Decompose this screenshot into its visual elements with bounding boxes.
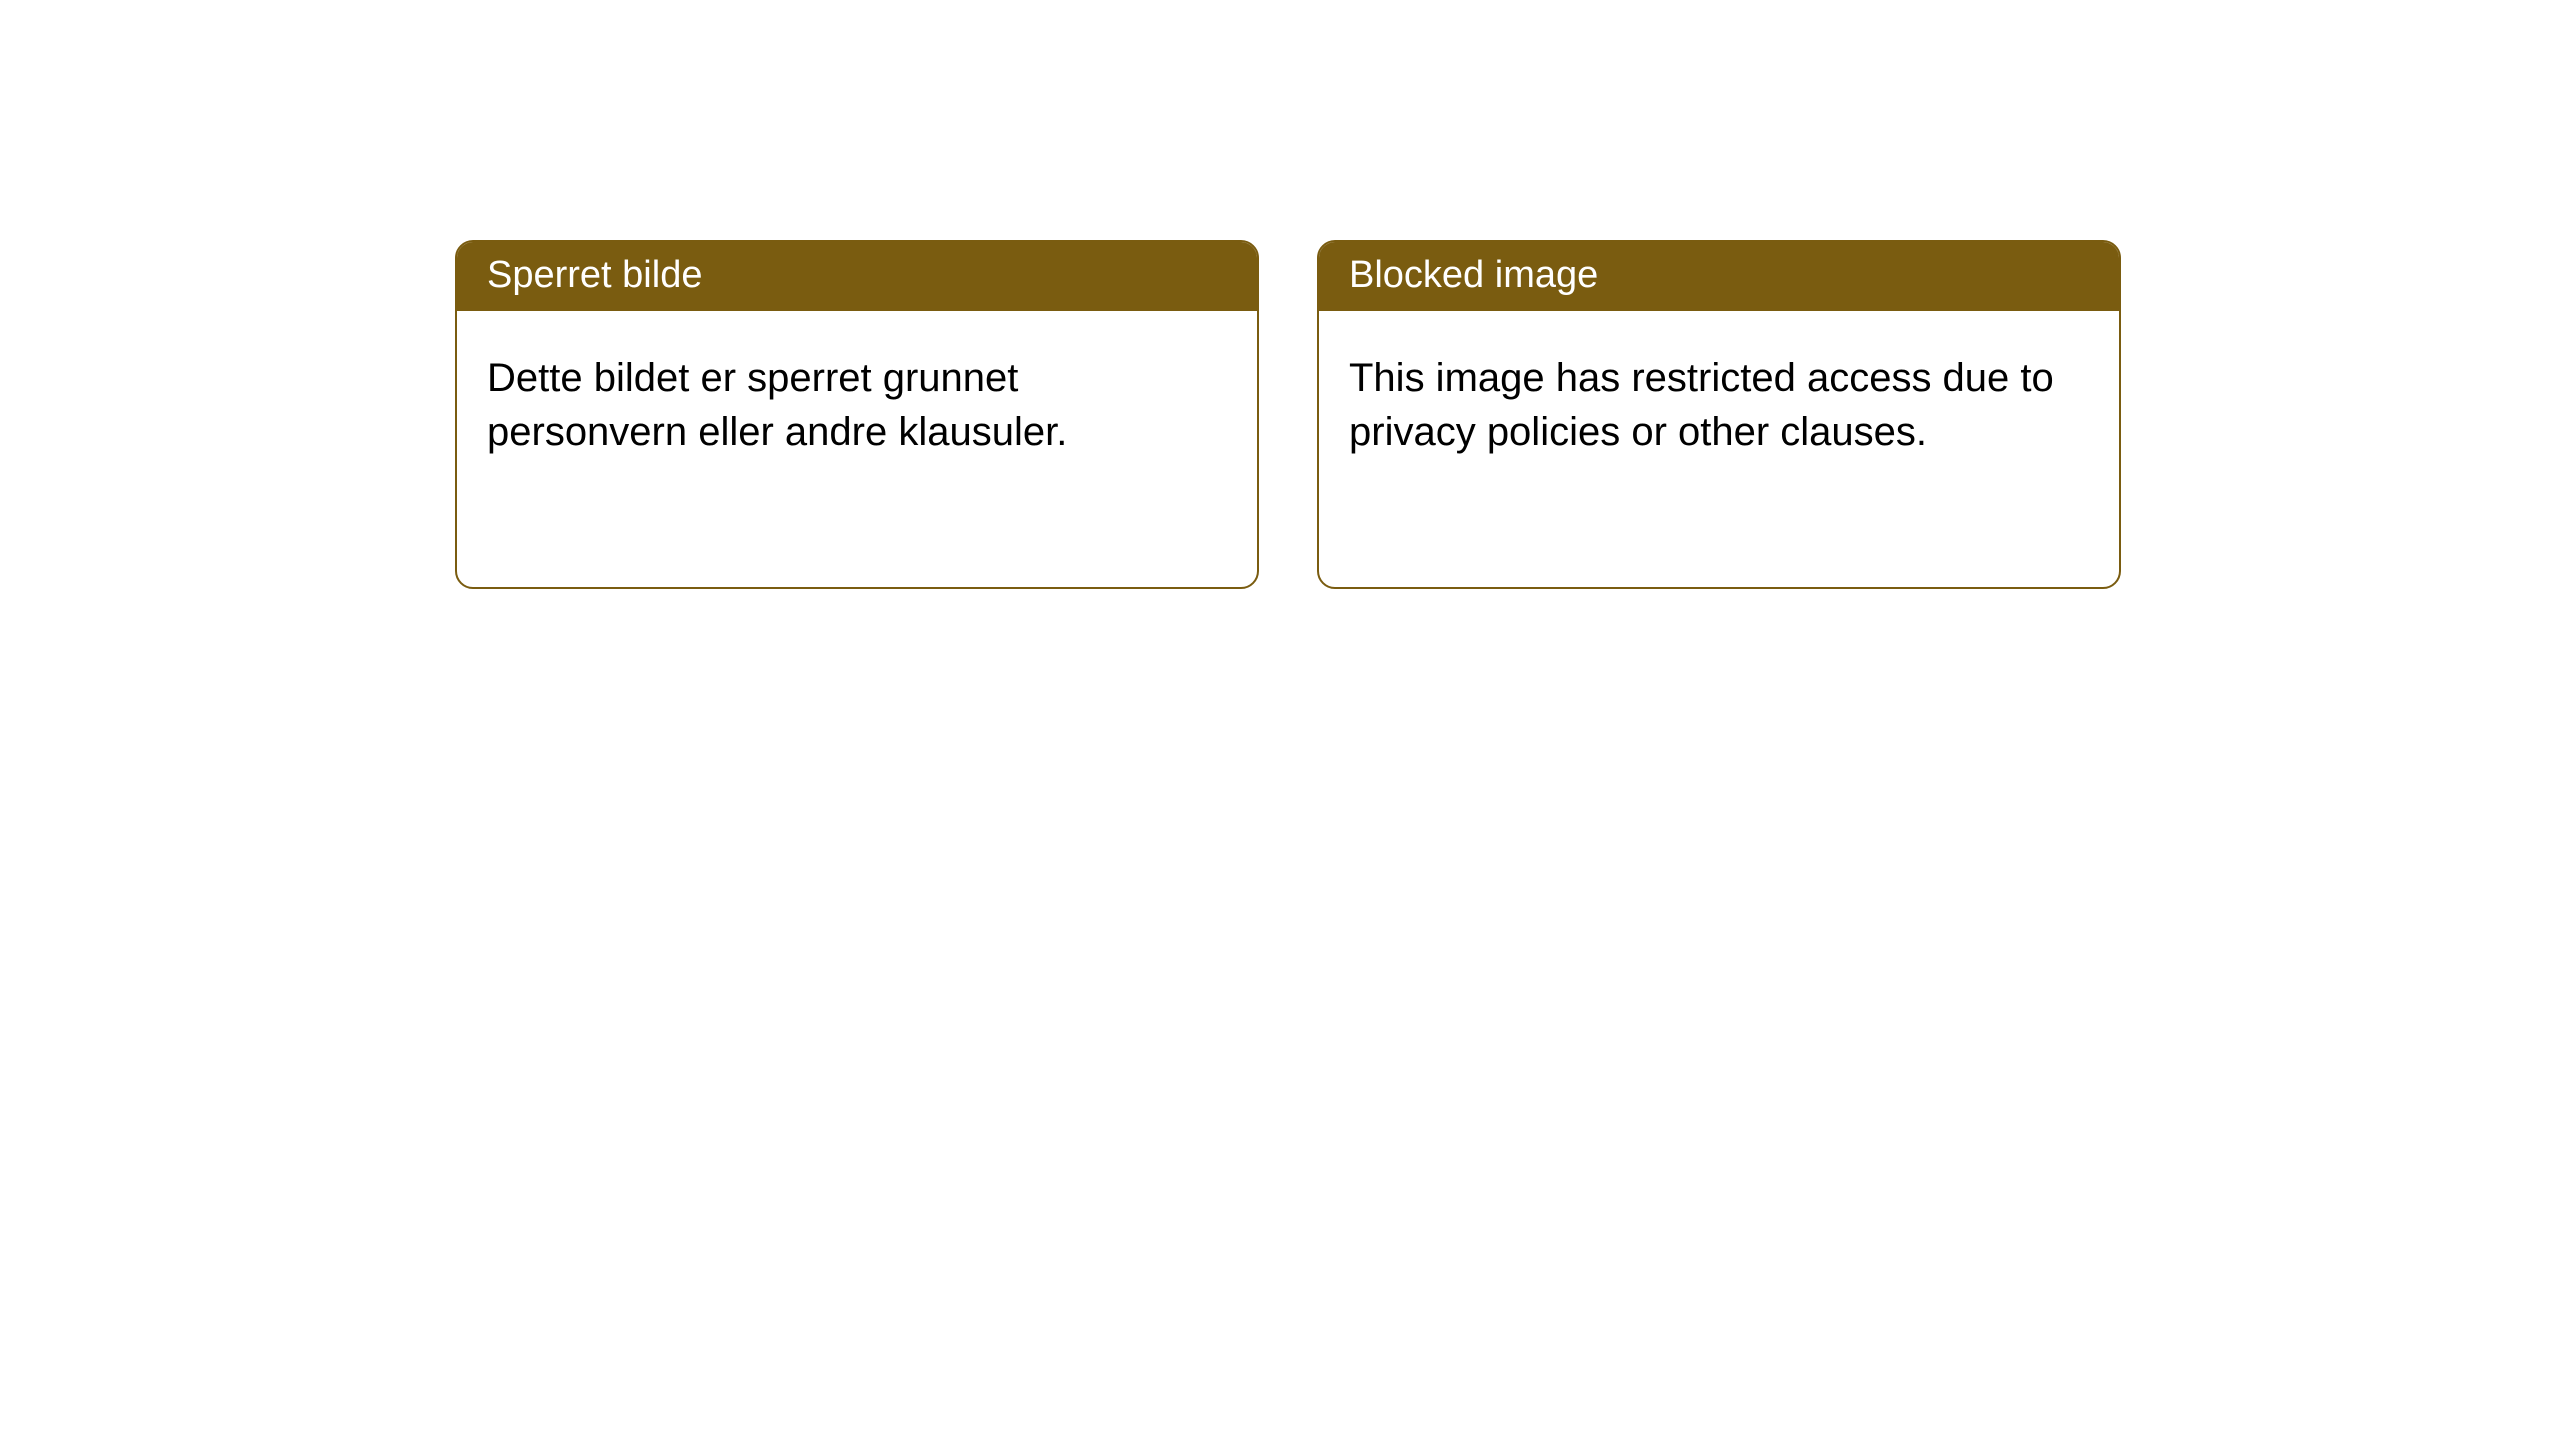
card-body: This image has restricted access due to … — [1319, 311, 2119, 587]
card-body: Dette bildet er sperret grunnet personve… — [457, 311, 1257, 587]
blocked-image-card-norwegian: Sperret bilde Dette bildet er sperret gr… — [455, 240, 1259, 589]
card-header: Blocked image — [1319, 242, 2119, 311]
card-message: Dette bildet er sperret grunnet personve… — [487, 356, 1067, 454]
notice-container: Sperret bilde Dette bildet er sperret gr… — [0, 0, 2560, 589]
card-header: Sperret bilde — [457, 242, 1257, 311]
card-message: This image has restricted access due to … — [1349, 356, 2054, 454]
card-title: Blocked image — [1349, 254, 1598, 296]
blocked-image-card-english: Blocked image This image has restricted … — [1317, 240, 2121, 589]
card-title: Sperret bilde — [487, 254, 702, 296]
